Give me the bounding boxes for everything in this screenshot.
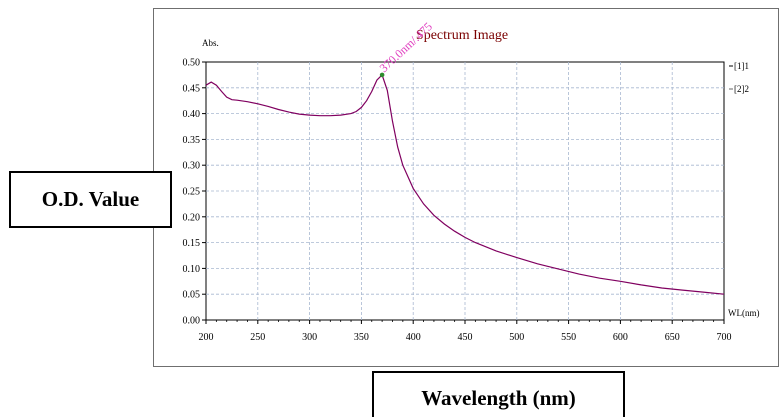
series-layer (205, 72, 725, 295)
x-tick-label: 350 (354, 332, 369, 343)
chart-frame: 200 250 300 350 400 450 500 550 600 650 700 0.00 0.0… (153, 8, 779, 367)
x-tick-label: 700 (717, 332, 732, 343)
y-tick-label: 0.35 (183, 135, 201, 146)
spectrum-chart: 200 250 300 350 400 450 500 550 600 650 700 0.00 0.0… (183, 19, 760, 344)
y-tick-label: 0.20 (183, 212, 201, 223)
y-tick-label: 0.05 (183, 290, 201, 301)
axis-ticks: 200 250 300 350 400 450 500 550 600 650 700 0.00 0.0… (183, 58, 732, 344)
x-tick-label: 400 (406, 332, 421, 343)
x-tick-label: 600 (613, 332, 628, 343)
chart-title: Spectrum Image (416, 28, 508, 43)
y-tick-label: 0.45 (183, 83, 201, 94)
y-tick-label: 0.40 (183, 109, 201, 120)
y-axis-title: O.D. Value (9, 171, 172, 228)
x-tick-label: 200 (199, 332, 214, 343)
x-tick-label: 650 (665, 332, 680, 343)
y-tick-label: 0.25 (183, 187, 201, 198)
x-axis-title: Wavelength (nm) (372, 371, 625, 417)
x-tick-label: 300 (302, 332, 317, 343)
x-tick-label: 450 (458, 332, 473, 343)
y-tick-label: 0.50 (183, 58, 201, 69)
y-tick-label: 0.15 (183, 238, 201, 249)
x-unit-label: WL(nm) (728, 308, 760, 318)
legend-entry: [2]2 (734, 84, 749, 94)
legend-entry: [1]1 (734, 61, 749, 71)
y-tick-label: 0.30 (183, 161, 201, 172)
x-tick-label: 250 (250, 332, 265, 343)
y-unit-label: Abs. (202, 38, 219, 48)
y-tick-label: 0.00 (183, 316, 201, 327)
y-tick-label: 0.10 (183, 264, 201, 275)
x-tick-label: 550 (561, 332, 576, 343)
x-tick-label: 500 (509, 332, 524, 343)
peak-marker (379, 72, 385, 78)
grid (206, 62, 724, 320)
